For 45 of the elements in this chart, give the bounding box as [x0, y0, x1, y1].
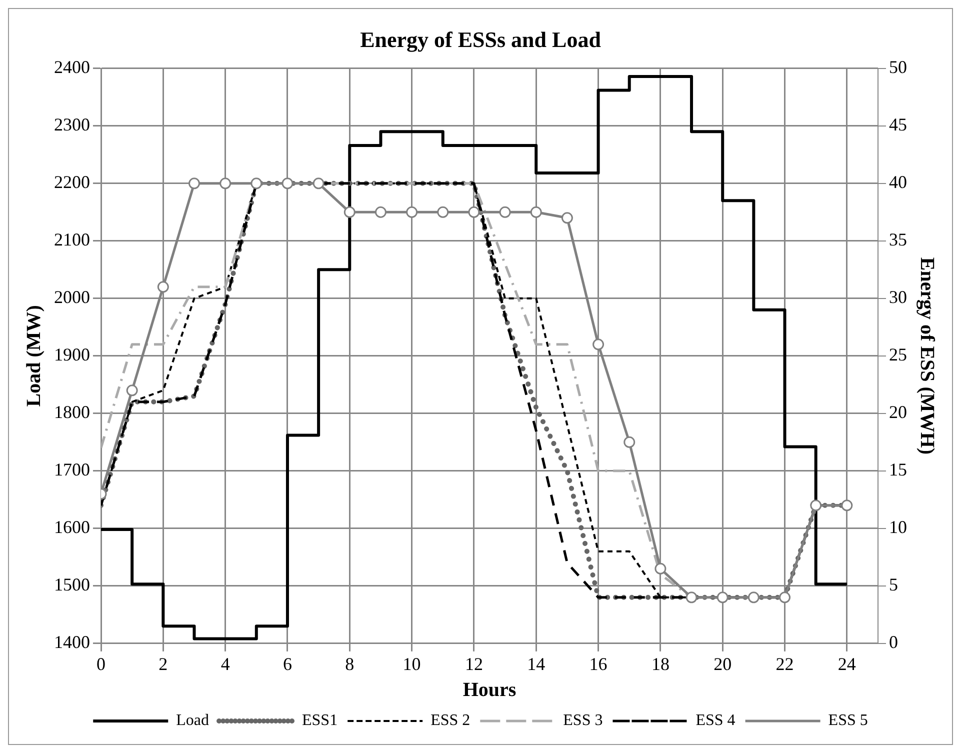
legend-label: ESS 3 [563, 712, 603, 730]
y2-tick-label: 35 [889, 230, 907, 250]
x-tick-label: 4 [220, 654, 230, 674]
x-tick-label: 0 [96, 654, 106, 674]
x-tick-label: 20 [714, 654, 732, 674]
y2-tick-label: 0 [889, 632, 898, 652]
legend-label: ESS 4 [696, 712, 736, 730]
legend-label: ESS 5 [828, 712, 868, 730]
y-tick-label: 1500 [54, 574, 90, 595]
y-axis-title: Load (MW) [23, 305, 46, 407]
y2-tick-label: 45 [889, 114, 907, 135]
legend-label: Load [176, 712, 210, 730]
y-tick-label: 2300 [54, 114, 90, 135]
y-tick-label: 2000 [54, 287, 90, 308]
x-tick-label: 14 [527, 654, 546, 674]
y-tick-label: 1400 [54, 632, 90, 652]
legend-label: ESS1 [302, 712, 338, 730]
legend-label: ESS 2 [430, 712, 470, 730]
y2-tick-label: 40 [889, 172, 907, 192]
y-tick-label: 2400 [54, 57, 90, 78]
y2-tick-label: 10 [889, 517, 907, 538]
y-tick-label: 1900 [54, 344, 90, 365]
chart-title: Energy of ESSs and Load [360, 26, 601, 52]
x-tick-label: 6 [282, 654, 292, 674]
x-tick-label: 8 [345, 654, 354, 674]
x-tick-label: 16 [589, 654, 608, 674]
x-tick-label: 22 [776, 654, 794, 674]
x-tick-label: 12 [464, 654, 483, 674]
y2-tick-label: 25 [889, 344, 907, 365]
y-tick-label: 2100 [54, 230, 90, 250]
x-tick-label: 18 [651, 654, 670, 674]
x-axis-title: Hours [462, 679, 516, 702]
y2-tick-label: 20 [889, 402, 907, 422]
y2-tick-label: 5 [889, 574, 898, 595]
y2-axis-title: Energy of ESS (MWH) [916, 257, 938, 455]
x-tick-label: 2 [158, 654, 168, 674]
x-tick-label: 24 [838, 654, 856, 674]
y-tick-label: 1800 [54, 402, 90, 422]
x-tick-label: 10 [402, 654, 421, 674]
y2-tick-label: 50 [889, 57, 907, 78]
y2-tick-label: 15 [889, 460, 907, 480]
y2-tick-label: 30 [889, 287, 907, 308]
y-tick-label: 1700 [54, 460, 90, 480]
y-tick-label: 2200 [54, 172, 90, 192]
y-tick-label: 1600 [54, 517, 90, 538]
